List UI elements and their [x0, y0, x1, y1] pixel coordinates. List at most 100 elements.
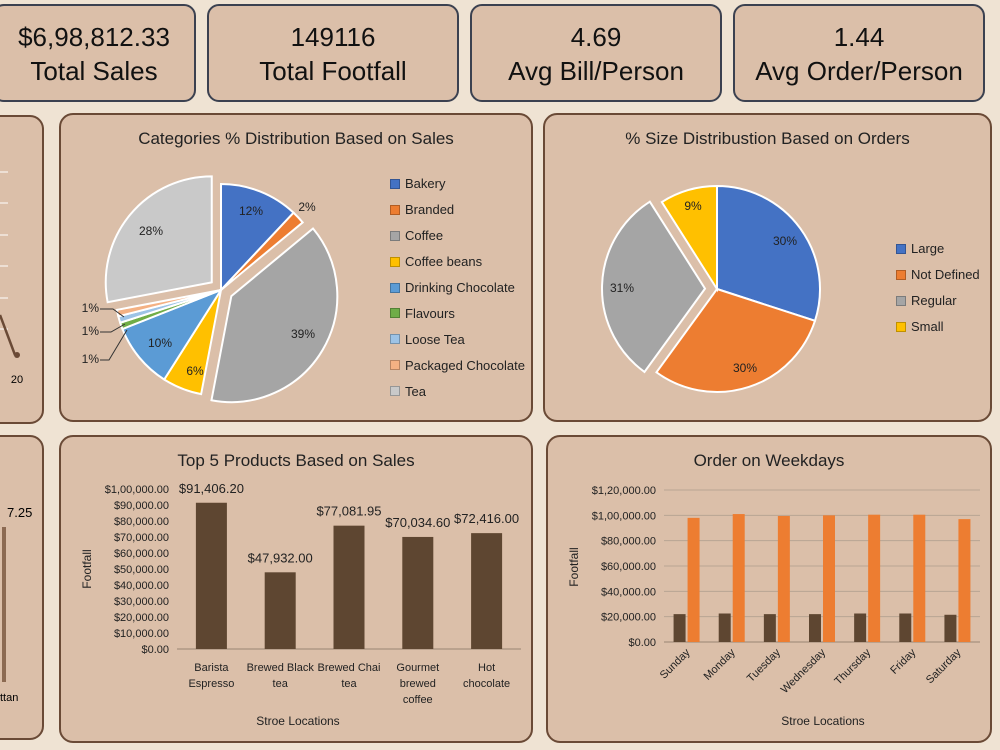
- pie-data-label: 9%: [684, 199, 702, 213]
- pie-data-label: 28%: [139, 224, 163, 238]
- legend-swatch: [390, 256, 400, 267]
- legend-label: Tea: [405, 383, 426, 399]
- y-tick-label: $40,000.00: [114, 580, 169, 592]
- partial-bar-chart: 7.25 ttan: [0, 505, 32, 704]
- partial-line-point: [14, 352, 20, 358]
- legend-swatch: [390, 386, 400, 397]
- pie-slice-small: [660, 184, 718, 293]
- size-pie-title: % Size Distribustion Based on Orders: [625, 129, 910, 148]
- weekday-bar-series1: [673, 614, 686, 642]
- x-tick-label: Tuesday: [745, 646, 783, 684]
- x-tick-label: Brewed Black tea: [247, 662, 315, 690]
- size-pie-chart: 30% 30% 31% 9%: [601, 184, 821, 393]
- legend-label: Loose Tea: [405, 331, 465, 347]
- partial-bar-label: 7.25: [7, 505, 32, 520]
- y-tick-label: $1,20,000.00: [592, 485, 656, 497]
- pie-slice-branded: [220, 211, 305, 291]
- legend-label: Packaged Chocolate: [405, 357, 525, 373]
- legend-item: Large: [896, 236, 980, 262]
- category-pie-legend: Bakery Branded Coffee Coffee beans Drinking …: [390, 171, 525, 404]
- legend-item: Drinking Chocolate: [390, 275, 525, 301]
- x-tick-label: Thursday: [832, 646, 873, 687]
- partial-line-panel: 20: [0, 115, 44, 424]
- legend-swatch: [390, 308, 400, 319]
- y-tick-label: $20,000.00: [601, 612, 656, 624]
- top-products-title: Top 5 Products Based on Sales: [177, 451, 415, 470]
- y-tick-label: $0.00: [141, 644, 169, 656]
- partial-category: ttan: [0, 692, 18, 704]
- x-tick-label: Hot chocolate: [463, 662, 510, 690]
- pie-leader-line: [100, 323, 126, 333]
- x-tick-label: Brewed Chai tea: [318, 662, 381, 690]
- weekday-bar-series1: [809, 614, 821, 642]
- pie-slice-large: [716, 184, 821, 323]
- weekday-bar-series2: [823, 515, 835, 642]
- pie-leader-line: [100, 329, 128, 361]
- pie-data-label: 1%: [82, 324, 100, 338]
- weekday-bar-series1: [854, 613, 867, 642]
- kpi-label: Total Sales: [30, 56, 158, 86]
- legend-swatch: [896, 243, 906, 254]
- kpi-value: 4.69: [570, 22, 622, 52]
- legend-item: Tea: [390, 378, 525, 404]
- bar-data-label: $77,081.95: [316, 504, 381, 519]
- y-tick-label: $80,000.00: [601, 536, 656, 548]
- weekday-bar-series2: [958, 519, 971, 642]
- legend-item: Coffee beans: [390, 249, 525, 275]
- legend-item: Small: [896, 314, 980, 340]
- y-tick-label: $60,000.00: [114, 548, 169, 560]
- partial-tick: 20: [11, 374, 23, 386]
- legend-item: Flavours: [390, 300, 525, 326]
- size-pie-panel: % Size Distribustion Based on Orders 30%…: [543, 113, 992, 422]
- product-bar: [264, 572, 296, 649]
- pie-leader-line: [100, 308, 125, 318]
- partial-bar-panel: 7.25 ttan: [0, 435, 44, 740]
- y-tick-label: $20,000.00: [114, 612, 169, 624]
- pie-slice-bakery: [220, 182, 295, 293]
- pie-data-label: 1%: [82, 301, 100, 315]
- pie-data-label: 30%: [733, 361, 757, 375]
- legend-label: Branded: [405, 202, 455, 218]
- x-tick-label: Friday: [888, 646, 918, 676]
- y-tick-label: $50,000.00: [114, 564, 169, 576]
- weekday-bar-series2: [868, 514, 881, 642]
- kpi-total-sales: $6,98,812.33 Total Sales: [0, 4, 196, 102]
- kpi-label: Total Footfall: [259, 56, 407, 86]
- weekday-orders-panel: Order on Weekdays $0.00 $20,000.00 $40,000…: [546, 435, 992, 743]
- pie-data-label: 39%: [291, 327, 315, 341]
- pie-data-label: 31%: [610, 281, 634, 295]
- legend-label: Small: [911, 319, 944, 335]
- bar-data-label: $47,932.00: [248, 550, 313, 565]
- legend-swatch: [390, 204, 400, 215]
- pie-slice-not-defined: [655, 287, 817, 393]
- legend-item: Bakery: [390, 171, 525, 197]
- legend-item: Regular: [896, 288, 980, 314]
- product-bar: [333, 525, 365, 649]
- legend-label: Large: [911, 241, 945, 257]
- pie-data-label: 6%: [186, 364, 204, 378]
- weekday-bar-series1: [899, 613, 912, 642]
- legend-item: Packaged Chocolate: [390, 352, 525, 378]
- legend-item: Branded: [390, 197, 525, 223]
- y-tick-label: $90,000.00: [114, 500, 169, 512]
- legend-label: Coffee: [405, 228, 444, 244]
- legend-swatch: [390, 334, 400, 345]
- product-bar: [471, 533, 503, 649]
- kpi-label: Avg Bill/Person: [508, 56, 684, 86]
- y-tick-label: $30,000.00: [114, 596, 169, 608]
- pie-data-label: 1%: [82, 352, 100, 366]
- category-pie-panel: Categories % Distribution Based on Sales…: [59, 113, 533, 422]
- product-bar: [195, 502, 227, 649]
- x-tick-label: Wednesday: [779, 646, 829, 696]
- weekday-bar-series1: [718, 613, 731, 642]
- legend-swatch: [390, 230, 400, 241]
- pie-data-label: 30%: [773, 234, 797, 248]
- legend-swatch: [390, 360, 400, 371]
- kpi-value: 149116: [290, 22, 376, 52]
- y-tick-label: $60,000.00: [601, 561, 656, 573]
- category-pie-chart: 12% 2% 39% 6% 10% 1% 1% 1% 28%: [82, 175, 339, 404]
- y-axis-title: Footfall: [567, 547, 581, 586]
- kpi-value: $6,98,812.33: [18, 22, 170, 52]
- x-tick-label: Monday: [702, 646, 739, 683]
- legend-swatch: [390, 178, 400, 189]
